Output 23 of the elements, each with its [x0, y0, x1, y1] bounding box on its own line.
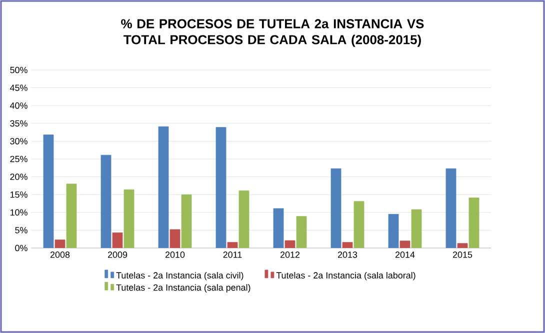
y-tick-label: 20%: [10, 174, 28, 180]
x-tick-label: 2011: [223, 252, 242, 258]
legend-label: Tutelas - 2a Instancia (sala laboral): [276, 272, 416, 280]
y-tick-label: 25%: [10, 156, 28, 162]
x-tick-label: 2009: [108, 252, 128, 258]
y-tick-label: 45%: [10, 84, 28, 91]
x-tick-label: 2010: [165, 252, 185, 258]
y-tick-label: 30%: [10, 138, 28, 144]
x-tick-label: 2015: [452, 252, 472, 258]
y-tick-label: 10%: [10, 209, 28, 216]
y-tick-label: 0%: [15, 244, 28, 252]
y-tick-label: 35%: [10, 120, 28, 127]
x-tick-label: 2008: [50, 252, 70, 258]
chart-title: % DE PROCESOS DE TUTELA 2a INSTANCIA VS TOTAL PROCESOS DE CADA SALA (2008-2015): [121, 19, 424, 47]
y-tick-label: 50%: [10, 66, 28, 74]
legend-label: Tutelas - 2a Instancia (sala civil): [116, 272, 244, 280]
x-tick-label: 2012: [280, 252, 300, 258]
y-tick-label: 40%: [10, 102, 28, 109]
x-tick-label: 2013: [338, 252, 358, 258]
y-tick-label: 15%: [10, 191, 28, 198]
legend-label: Tutelas - 2a Instancia (sala penal): [116, 284, 250, 292]
x-tick-label: 2014: [395, 252, 415, 258]
y-tick-label: 5%: [15, 227, 28, 234]
